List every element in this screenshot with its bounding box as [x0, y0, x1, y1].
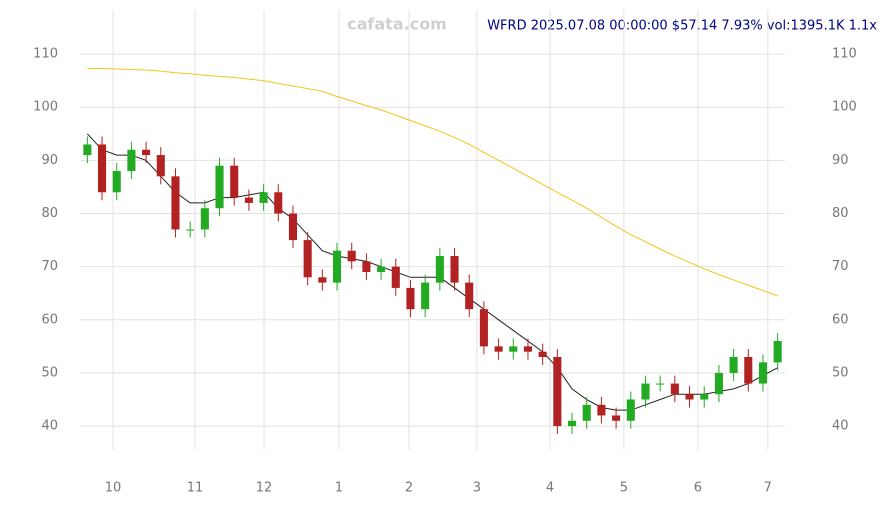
candle-body: [553, 357, 562, 427]
y-tick-label-right: 50: [832, 365, 849, 380]
candle-body: [656, 383, 665, 385]
candle-body: [142, 149, 151, 156]
y-tick-label-right: 40: [832, 419, 849, 434]
x-tick-label: 3: [473, 481, 481, 496]
candle-body: [406, 287, 415, 310]
x-tick-label: 7: [764, 481, 772, 496]
candle-body: [362, 261, 371, 272]
candle-body: [112, 171, 121, 193]
candle-body: [450, 256, 459, 283]
candle-body: [626, 399, 635, 421]
candle-body: [230, 165, 239, 198]
candle-body: [773, 341, 782, 363]
y-tick-label-right: 90: [832, 153, 849, 168]
chart-title: WFRD 2025.07.08 00:00:00 $57.14 7.93% vo…: [487, 19, 877, 34]
candle-body: [332, 250, 342, 283]
y-tick-label-right: 80: [832, 206, 849, 221]
candle-body: [421, 282, 430, 310]
candle-body: [465, 282, 474, 310]
y-tick-label: 60: [41, 312, 58, 327]
candle-body: [670, 383, 679, 395]
candle-body: [200, 208, 209, 230]
candle-body: [318, 277, 327, 283]
moving-average: [87, 67, 778, 297]
candle-body: [303, 240, 312, 278]
candle-body: [714, 372, 723, 395]
y-tick-label: 90: [41, 153, 58, 168]
x-tick-label: 5: [620, 481, 628, 496]
x-tick-label: 10: [105, 481, 122, 496]
candle-body: [612, 415, 621, 421]
y-tick-label: 70: [41, 259, 58, 274]
x-tick-label: 11: [187, 481, 204, 496]
candle-body: [97, 144, 107, 193]
candle-body: [538, 351, 547, 358]
candle-body: [435, 256, 444, 283]
y-tick-label-right: 100: [832, 100, 857, 115]
candle-body: [259, 192, 268, 203]
candle-body: [597, 404, 606, 416]
candle-body: [186, 229, 195, 231]
y-tick-label: 80: [41, 206, 58, 221]
x-tick-label: 12: [256, 481, 273, 496]
moving-average: [86, 133, 778, 411]
candle-body: [127, 149, 136, 172]
candle-body: [758, 362, 768, 384]
candle-body: [215, 165, 224, 209]
candle-body: [391, 266, 400, 288]
candle-body: [171, 176, 180, 230]
candle-body: [700, 394, 709, 400]
candle-body: [567, 420, 577, 427]
y-tick-label: 100: [33, 100, 58, 115]
x-tick-label: 6: [694, 481, 702, 496]
y-tick-label-right: 110: [832, 47, 857, 62]
y-tick-label-right: 70: [832, 259, 849, 274]
watermark: cafata.com: [347, 15, 447, 34]
candle-body: [479, 309, 488, 347]
candle-body: [288, 213, 298, 241]
candle-body: [685, 394, 694, 400]
candle-body: [509, 346, 518, 352]
candle-body: [377, 266, 386, 272]
y-tick-label: 110: [33, 47, 58, 62]
candle-body: [523, 346, 533, 352]
candle-body: [641, 383, 650, 400]
candle-body: [83, 144, 92, 156]
candle-body: [729, 357, 738, 373]
candle-body: [347, 250, 356, 262]
candle-body: [494, 346, 503, 352]
x-tick-label: 4: [546, 481, 554, 496]
x-tick-label: 2: [405, 481, 413, 496]
y-tick-label: 50: [41, 365, 58, 380]
y-tick-label-right: 60: [832, 312, 849, 327]
x-tick-label: 1: [335, 481, 343, 496]
candle-body: [274, 192, 283, 214]
candle-body: [156, 155, 165, 177]
candle-body: [244, 197, 253, 203]
candle-body: [744, 357, 753, 384]
y-tick-label: 40: [41, 419, 58, 434]
candle-body: [582, 404, 591, 421]
